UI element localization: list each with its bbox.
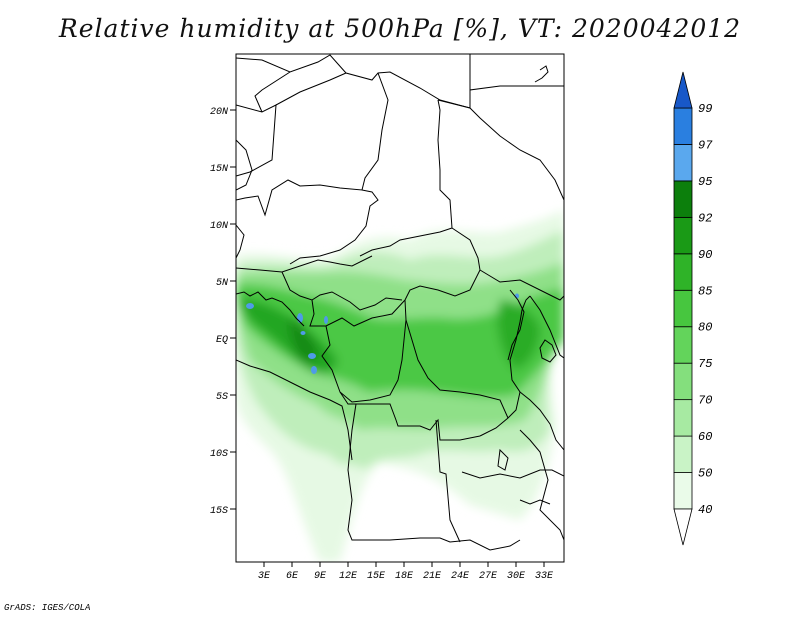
lat-label: EQ [216,335,228,346]
humidity-band-92 [289,318,318,363]
chart-title: Relative humidity at 500hPa [%], VT: 202… [58,14,742,43]
colorbar-bottom-arrow [673,508,693,546]
colorbar-segment [673,326,693,364]
lon-label: 15E [367,571,386,582]
lon-label: 6E [286,571,299,582]
lat-ticks [230,109,236,510]
colorbar-top-arrow [673,71,693,109]
humidity-band-90b [497,300,541,370]
lon-label: 30E [507,571,526,582]
colorbar-label: 95 [698,175,712,189]
colorbar-segment [673,472,693,510]
lon-label: 18E [395,571,414,582]
lon-label: 9E [314,571,327,582]
colorbar-label: 97 [698,138,713,152]
colorbar-segment [673,289,693,328]
lat-label: 10N [210,221,228,232]
colorbar-segment [673,253,693,291]
colorbar-segment [673,216,693,255]
colorbar-label: 60 [698,430,712,444]
lon-label: 24E [451,571,470,582]
lat-label: 5N [216,278,228,289]
colorbar-segment [673,144,693,182]
colorbar-label: 92 [698,211,712,225]
colorbar-label: 40 [698,503,712,517]
colorbar-label: 50 [698,467,712,481]
colorbar-label: 99 [698,102,712,116]
grads-credit: GrADS: IGES/COLA [4,603,91,613]
lon-label: 27E [479,571,498,582]
lon-label: 12E [339,571,358,582]
lat-label: 15S [210,506,228,517]
colorbar: 40 50 60 70 75 80 85 90 92 95 97 99 [673,71,713,546]
lon-label: 33E [535,571,554,582]
colorbar-segment [673,435,693,473]
colorbar-label: 90 [698,248,712,262]
colorbar-label: 80 [698,321,712,335]
humidity-field [236,210,564,562]
colorbar-segment [673,180,693,218]
lon-label: 3E [258,571,271,582]
colorbar-segment [673,107,693,145]
lat-label: 15N [210,164,228,175]
colorbar-label: 85 [698,284,712,298]
lat-label: 5S [216,392,228,403]
colorbar-label: 75 [698,357,712,371]
lon-ticks [263,562,545,567]
map-frame [235,53,565,563]
lat-label: 10S [210,449,228,460]
lat-label: 20N [210,107,228,118]
colorbar-segment [673,399,693,437]
colorbar-segment [673,362,693,401]
colorbar-label: 70 [698,394,712,408]
country-borders [236,54,564,551]
lon-label: 21E [423,571,442,582]
